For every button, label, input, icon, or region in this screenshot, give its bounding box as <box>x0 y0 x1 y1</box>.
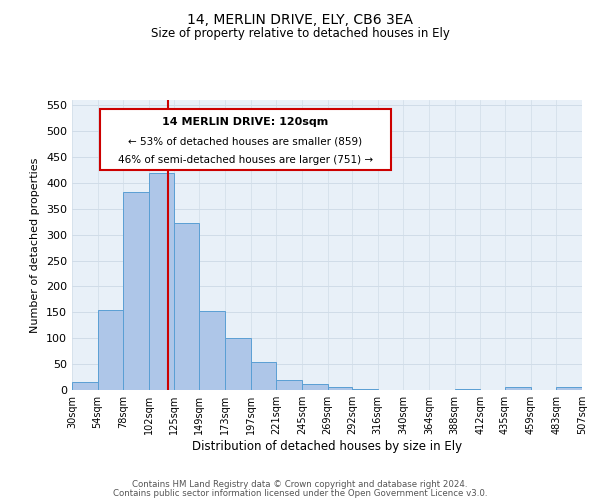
Text: ← 53% of detached houses are smaller (859): ← 53% of detached houses are smaller (85… <box>128 136 362 146</box>
Bar <box>276 380 302 390</box>
Text: 14, MERLIN DRIVE, ELY, CB6 3EA: 14, MERLIN DRIVE, ELY, CB6 3EA <box>187 12 413 26</box>
Bar <box>225 338 251 390</box>
Bar <box>124 192 149 390</box>
FancyBboxPatch shape <box>100 108 391 170</box>
Bar <box>455 389 481 390</box>
Text: 46% of semi-detached houses are larger (751) →: 46% of semi-detached houses are larger (… <box>118 155 373 165</box>
Text: 14 MERLIN DRIVE: 120sqm: 14 MERLIN DRIVE: 120sqm <box>162 118 329 128</box>
Bar <box>173 222 199 390</box>
Text: Size of property relative to detached houses in Ely: Size of property relative to detached ho… <box>151 28 449 40</box>
Bar <box>352 389 378 390</box>
Bar <box>328 388 352 390</box>
Bar <box>149 172 173 390</box>
Y-axis label: Number of detached properties: Number of detached properties <box>31 158 40 332</box>
Bar <box>302 384 328 390</box>
Bar <box>72 382 98 390</box>
Bar <box>505 388 530 390</box>
Bar <box>251 362 276 390</box>
Bar <box>98 310 124 390</box>
Bar <box>556 388 582 390</box>
X-axis label: Distribution of detached houses by size in Ely: Distribution of detached houses by size … <box>192 440 462 453</box>
Text: Contains HM Land Registry data © Crown copyright and database right 2024.: Contains HM Land Registry data © Crown c… <box>132 480 468 489</box>
Bar <box>199 312 225 390</box>
Text: Contains public sector information licensed under the Open Government Licence v3: Contains public sector information licen… <box>113 490 487 498</box>
